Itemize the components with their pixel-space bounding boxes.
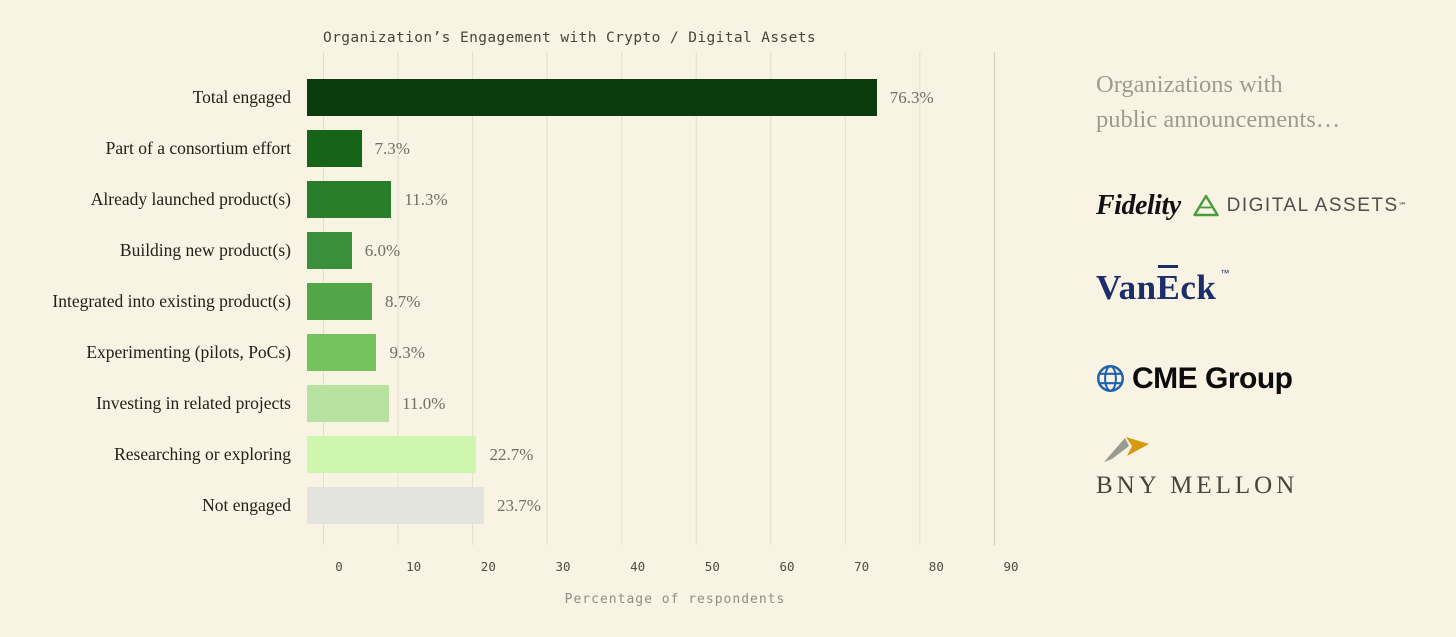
chart-row: Building new product(s) 6.0% [16, 225, 1046, 276]
panel-heading: Organizations with public announcements… [1096, 68, 1446, 138]
fidelity-servicemark: ℠ [1398, 201, 1407, 211]
bar [307, 79, 877, 116]
panel-heading-line1: Organizations with [1096, 71, 1283, 98]
category-label: Total engaged [192, 87, 291, 107]
chart-row: Total engaged 76.3% [16, 72, 1046, 123]
chart-title: Organization’s Engagement with Crypto / … [323, 30, 817, 46]
x-tick-label: 0 [335, 559, 343, 574]
x-tick-label: 70 [854, 559, 870, 574]
chart-row: Part of a consortium effort 7.3% [16, 123, 1046, 174]
chart-row: Experimenting (pilots, PoCs) 9.3% [16, 327, 1046, 378]
bny-mellon-wordmark: BNY MELLON [1096, 471, 1299, 499]
category-label: Building new product(s) [119, 240, 291, 260]
category-label: Researching or exploring [114, 444, 291, 464]
bar [307, 283, 372, 320]
cme-group-wordmark: CME Group [1132, 361, 1293, 395]
fidelity-pyramid-icon [1192, 194, 1219, 217]
value-label: 9.3% [389, 342, 425, 362]
logo-fidelity: Fidelity DIGITAL ASSETS ℠ [1096, 190, 1446, 222]
bar-area: 76.3% [307, 79, 979, 116]
category-label: Experimenting (pilots, PoCs) [86, 342, 291, 362]
bar [307, 385, 390, 422]
category-label: Already launched product(s) [90, 189, 291, 209]
value-label: 11.3% [404, 189, 448, 209]
value-label: 22.7% [489, 444, 534, 464]
chart-row: Investing in related projects 11.0% [16, 378, 1046, 429]
logo-cme-group: CME Group [1096, 362, 1446, 396]
x-tick-label: 40 [630, 559, 646, 574]
bar-area: 11.3% [307, 181, 979, 218]
logos-panel: Organizations with public announcements…… [1096, 30, 1446, 637]
fidelity-wordmark: Fidelity [1096, 189, 1181, 221]
value-label: 6.0% [364, 240, 401, 260]
bar-area: 7.3% [307, 130, 979, 167]
bar [307, 130, 362, 167]
category-label: Part of a consortium effort [105, 138, 291, 158]
category-label: Not engaged [202, 495, 291, 515]
panel-heading-line2: public announcements… [1096, 105, 1341, 133]
x-tick-label: 20 [480, 559, 496, 574]
category-label: Investing in related projects [96, 393, 291, 413]
logo-vaneck: VanEck ™ [1096, 264, 1446, 308]
bar [307, 436, 477, 473]
bar [307, 487, 484, 524]
value-label: 11.0% [402, 393, 446, 413]
logo-bny-mellon: BNY MELLON [1096, 432, 1446, 500]
value-label: 23.7% [496, 495, 541, 515]
x-tick-label: 80 [928, 559, 944, 574]
bar-area: 22.7% [307, 436, 979, 473]
vaneck-wordmark: VanEck [1096, 264, 1217, 307]
cme-globe-icon [1096, 364, 1125, 393]
bar [307, 232, 352, 269]
chart-row: Not engaged 23.7% [16, 480, 1046, 531]
x-tick-label: 50 [704, 559, 720, 574]
category-label: Integrated into existing product(s) [52, 291, 291, 311]
x-tick-label: 30 [555, 559, 571, 574]
x-axis-label: Percentage of respondents [564, 592, 786, 607]
fidelity-digital-assets-text: DIGITAL ASSETS [1226, 194, 1399, 216]
vaneck-trademark: ™ [1220, 267, 1230, 278]
x-tick-label: 90 [1003, 559, 1019, 574]
value-label: 8.7% [384, 291, 421, 311]
chart-row: Researching or exploring 22.7% [16, 429, 1046, 480]
bar-area: 9.3% [307, 334, 979, 371]
bar-area: 23.7% [307, 487, 979, 524]
bar [307, 334, 377, 371]
chart-row: Already launched product(s) 11.3% [16, 174, 1046, 225]
x-tick-label: 60 [779, 559, 795, 574]
value-label: 7.3% [374, 138, 410, 158]
bny-arrow-icon [1102, 432, 1446, 470]
chart-rows: Total engaged 76.3% Part of a consortium e… [16, 52, 1046, 545]
bar-area: 8.7% [307, 283, 979, 320]
x-tick-label: 10 [406, 559, 422, 574]
bar-area: 6.0% [307, 232, 979, 269]
x-axis-ticks: 0 10 20 30 40 50 60 70 80 90 [335, 559, 1018, 577]
bar-area: 11.0% [307, 385, 979, 422]
chart-row: Integrated into existing product(s) 8.7% [16, 276, 1046, 327]
bar [307, 181, 392, 218]
value-label: 76.3% [889, 87, 934, 107]
chart-section: Organization’s Engagement with Crypto / … [16, 30, 1046, 637]
